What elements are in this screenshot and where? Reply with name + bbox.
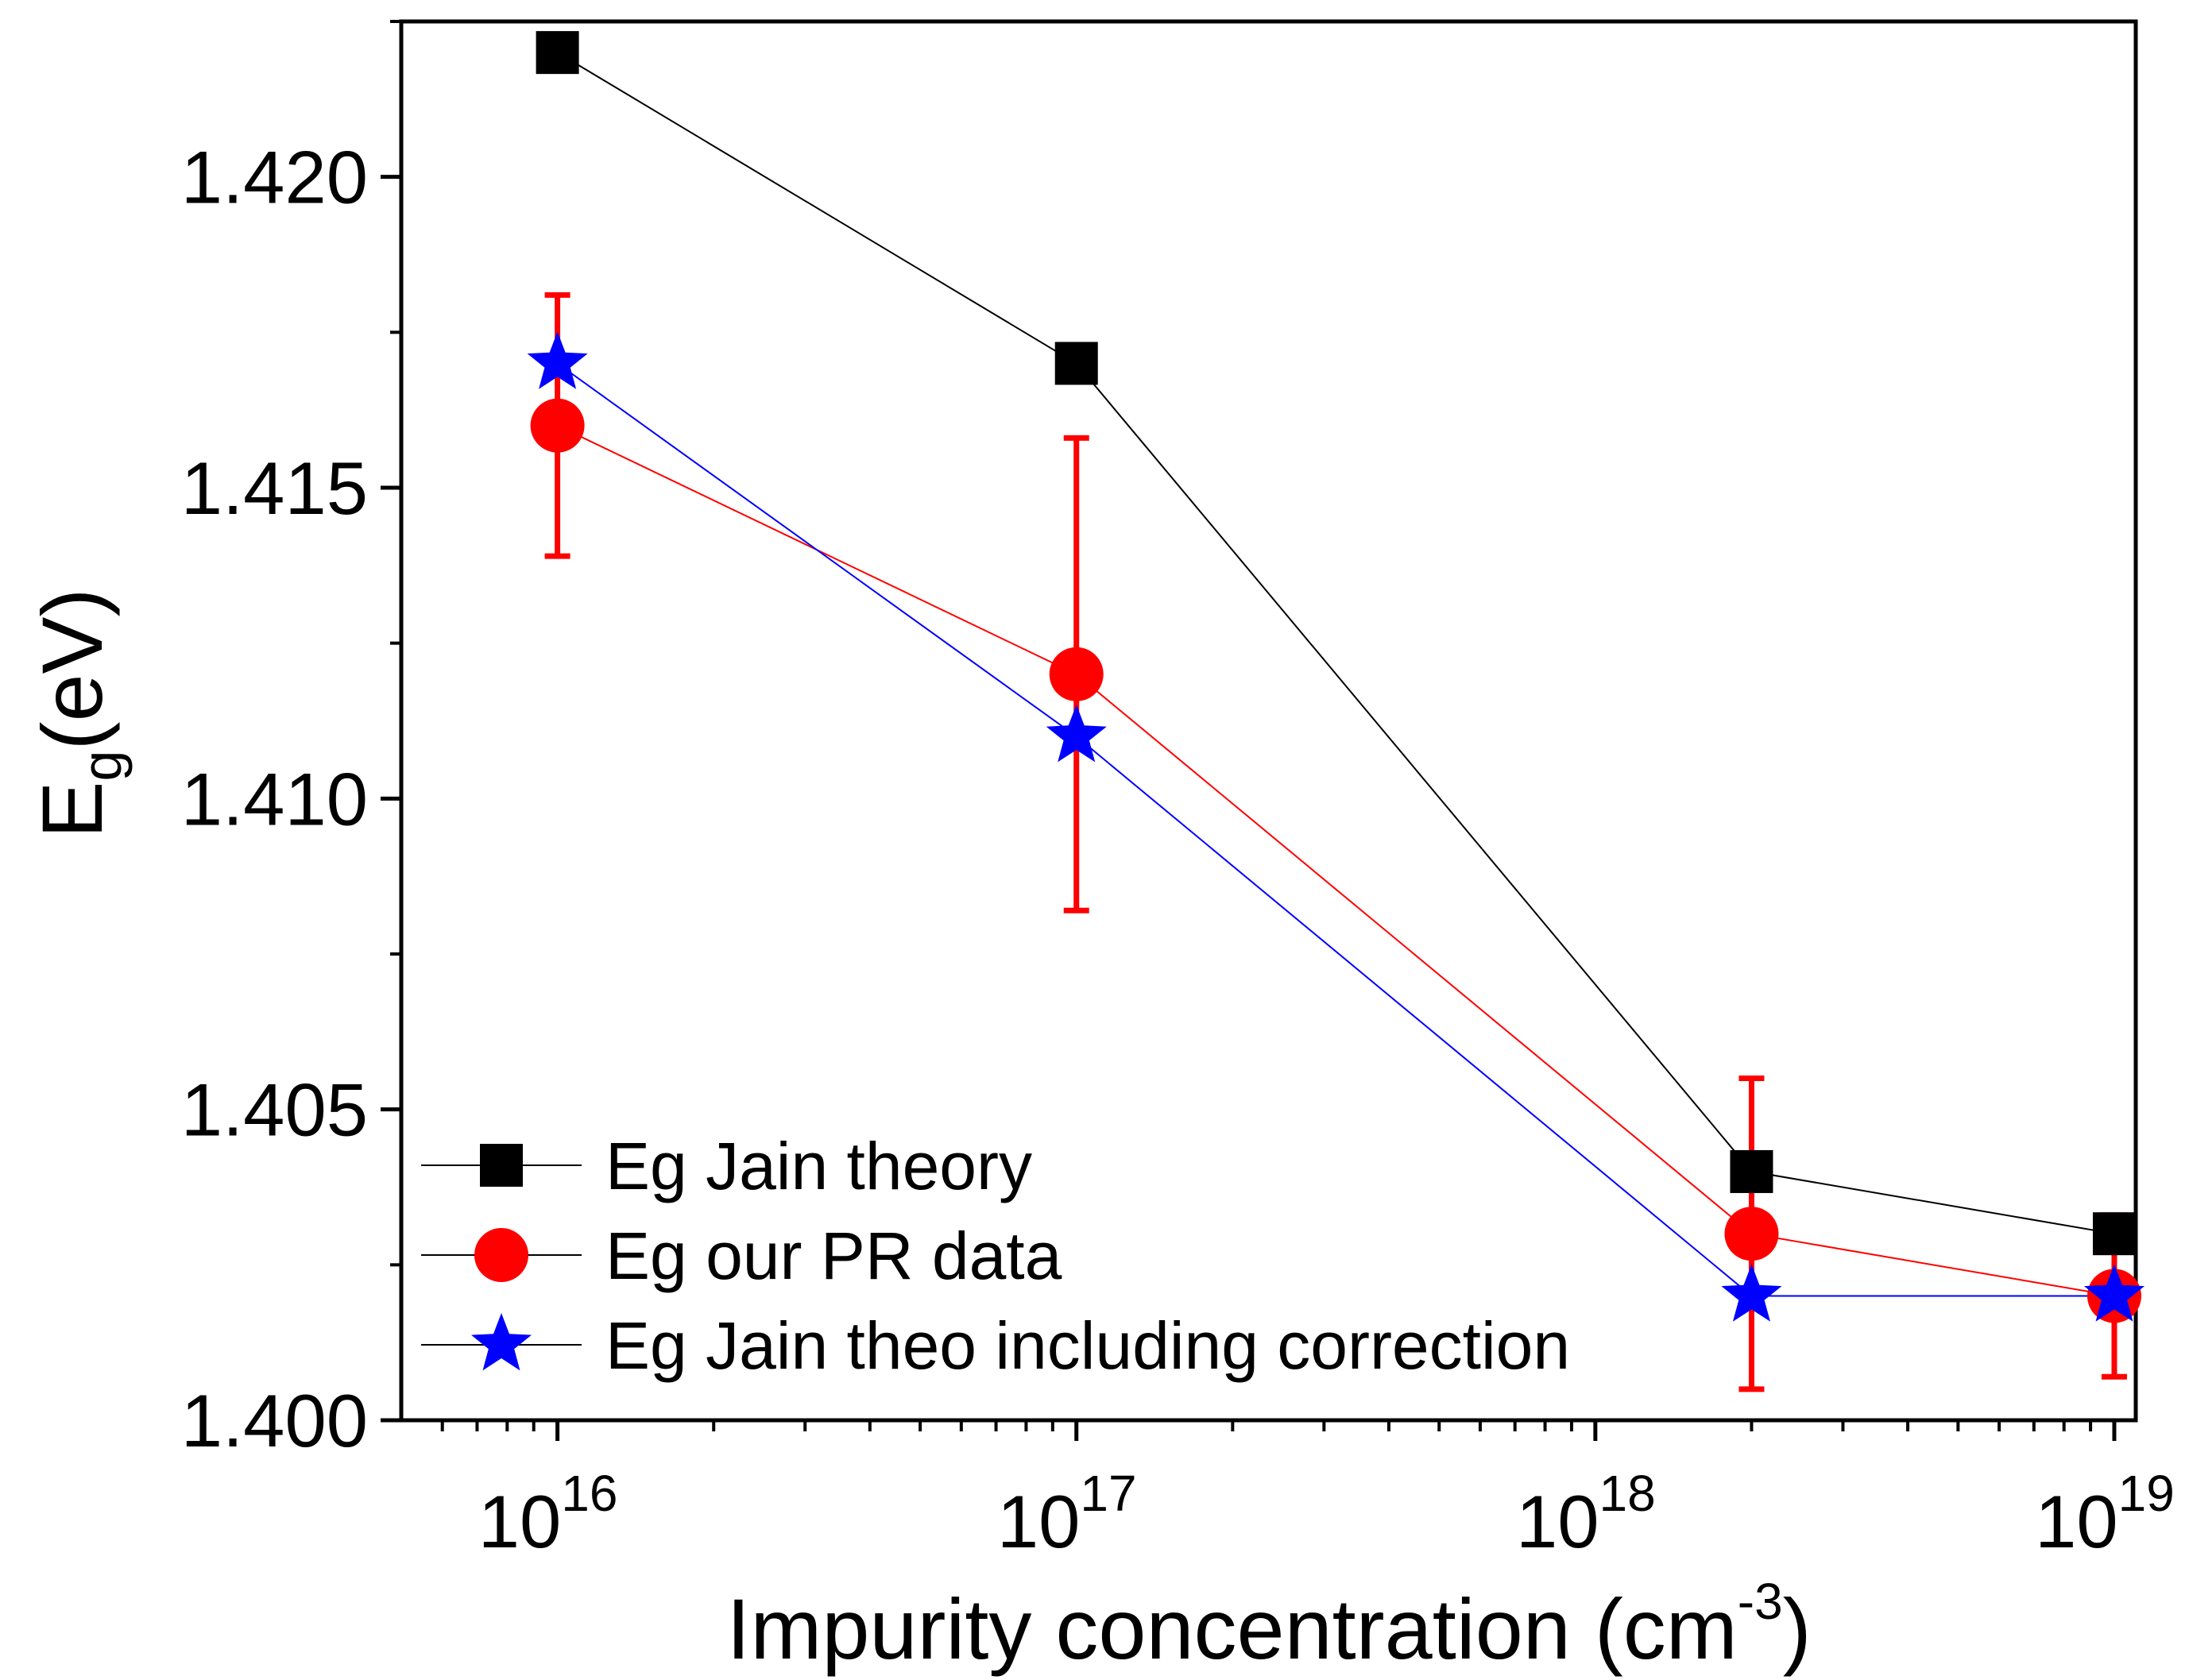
x-tick-label: 1019 (2035, 1465, 2175, 1563)
data-point-series-1 (2092, 1212, 2136, 1256)
plot-frame (399, 19, 2138, 1423)
legend-marker (474, 1228, 528, 1282)
y-tick-label: 1.420 (181, 136, 368, 219)
legend: Eg Jain theory Eg our PR data Eg Jain theo… (421, 1129, 1570, 1383)
data-point-series-2 (1049, 647, 1104, 701)
data-point-series-1 (1054, 342, 1098, 385)
data-point-series-2 (1724, 1207, 1779, 1261)
legend-entry: Eg Jain theo including correction (421, 1308, 1570, 1383)
legend-entry: Eg our PR data (421, 1218, 1062, 1293)
series-line-1 (557, 52, 2115, 1235)
x-tick-label: 1017 (997, 1465, 1137, 1563)
series-line-3 (557, 362, 2114, 1297)
data-point-series-3 (1721, 1264, 1782, 1322)
y-tick-label: 1.400 (181, 1379, 368, 1462)
x-tick-label: 1016 (478, 1465, 618, 1563)
x-tick-label: 1018 (1516, 1465, 1656, 1563)
data-point-series-2 (530, 398, 585, 453)
data-point-series-3 (1046, 705, 1107, 763)
y-tick-label: 1.410 (181, 757, 368, 840)
data-point-series-3 (527, 331, 588, 389)
legend-label: Eg Jain theo including correction (605, 1308, 1570, 1383)
legend-label: Eg our PR data (605, 1218, 1062, 1293)
legend-label: Eg Jain theory (605, 1129, 1032, 1203)
y-axis-title: Eg(eV) (24, 588, 133, 838)
data-point-series-1 (536, 31, 579, 75)
y-tick-label: 1.415 (181, 446, 368, 530)
axis-ticks: 1.400 1.405 1.410 1.415 1.420 1016 1017 1018 101… (181, 20, 2175, 1563)
legend-marker (480, 1144, 523, 1187)
data-point-series-3 (2083, 1264, 2145, 1322)
series-markers (527, 31, 2145, 1323)
series-lines (557, 52, 2115, 1297)
plot-frame-layer (399, 19, 2138, 1423)
legend-entry: Eg Jain theory (421, 1129, 1032, 1203)
x-axis-title: Impurity concentration (cm-3) (726, 1573, 1811, 1677)
y-tick-label: 1.405 (181, 1068, 368, 1152)
data-point-series-1 (1730, 1149, 1773, 1193)
legend-marker (471, 1313, 532, 1371)
